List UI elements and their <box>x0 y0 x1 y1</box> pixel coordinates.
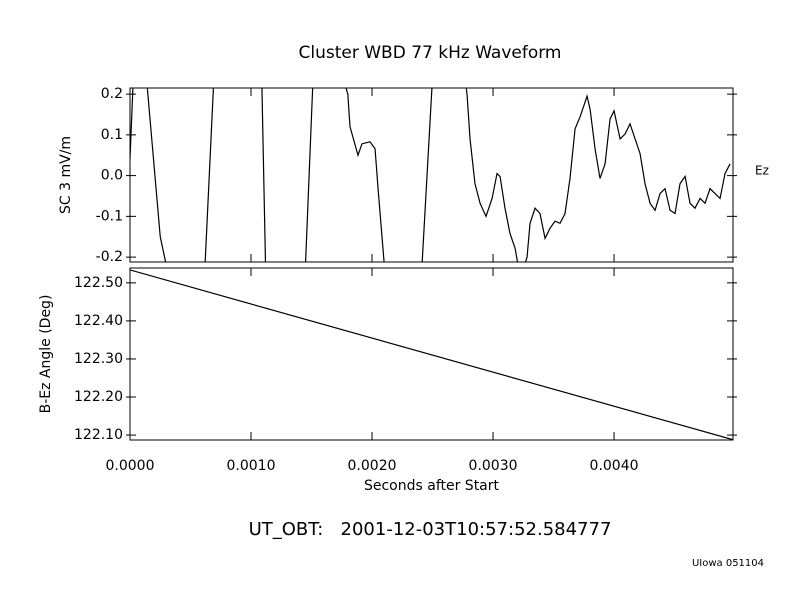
x-tick-label: 0.0000 <box>106 458 155 474</box>
x-tick-label: 0.0040 <box>590 458 639 474</box>
y-tick-label: 122.20 <box>74 389 123 405</box>
y-tick-label: 122.50 <box>74 275 123 291</box>
y-tick-label: 122.10 <box>74 427 123 443</box>
plot-frame <box>129 87 734 263</box>
y-tick-label: -0.1 <box>96 208 123 224</box>
y-tick-label: 122.40 <box>74 313 123 329</box>
y-tick-label: 122.30 <box>74 351 123 367</box>
y-axis-label: B-Ez Angle (Deg) <box>38 295 54 414</box>
y-tick-label: 0.1 <box>101 127 123 143</box>
x-tick-label: 0.0020 <box>348 458 397 474</box>
data-line <box>130 88 731 262</box>
y-tick-label: 0.2 <box>101 86 123 102</box>
x-axis-label: Seconds after Start <box>364 478 500 494</box>
plot-frame <box>129 267 734 441</box>
y-tick-label: -0.2 <box>96 249 123 265</box>
data-line <box>130 269 733 440</box>
y-axis-label: SC 3 mV/m <box>58 136 74 214</box>
footer: UIowa 051104 <box>692 558 764 569</box>
annotation: UT_OBT: 2001-12-03T10:57:52.584777 <box>249 519 612 540</box>
chart-title: Cluster WBD 77 kHz Waveform <box>299 43 562 63</box>
legend-label: Ez <box>755 164 769 178</box>
x-tick-label: 0.0010 <box>227 458 276 474</box>
x-tick-label: 0.0030 <box>469 458 518 474</box>
y-tick-label: 0.0 <box>101 168 123 184</box>
